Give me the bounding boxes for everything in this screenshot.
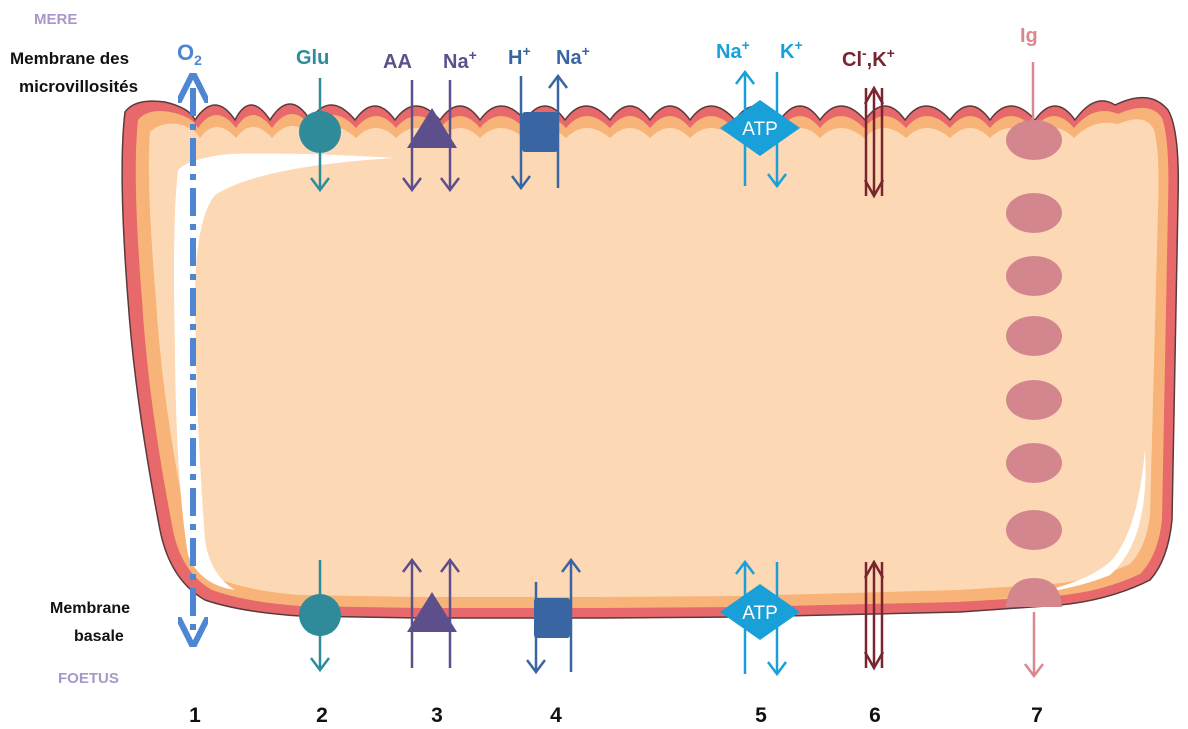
number-4: 4 <box>550 704 562 727</box>
na-label-4: Na+ <box>556 43 590 69</box>
number-6: 6 <box>869 704 881 727</box>
ig-label: Ig <box>1020 25 1038 47</box>
transport-3-aa-na: AA Na+ <box>383 47 477 668</box>
basal-membrane-label-2: basale <box>74 628 124 645</box>
ig-vesicle-exocytosis <box>1006 578 1062 607</box>
glucose-label: Glu <box>296 47 329 69</box>
atpase-bottom <box>720 584 800 640</box>
transport-7-immunoglobulin: Ig <box>1006 25 1062 679</box>
ig-vesicle <box>1006 380 1062 420</box>
h-na-exchanger-bottom <box>534 598 570 638</box>
ig-vesicle <box>1006 120 1062 160</box>
fetus-label: FOETUS <box>58 670 119 687</box>
microvilli-membrane-label-1: Membrane des <box>10 49 129 68</box>
transport-5-na-k-atpase: ATP ATP Na+ K+ <box>716 37 803 677</box>
ig-vesicle <box>1006 510 1062 550</box>
na-label-3: Na+ <box>443 47 477 73</box>
mother-label: MERE <box>34 11 77 28</box>
glucose-transporter-bottom <box>299 594 341 636</box>
number-5: 5 <box>755 704 767 727</box>
aa-symporter-top <box>407 108 457 148</box>
transport-1-oxygen: O2 <box>177 40 202 632</box>
ig-vesicle <box>1006 193 1062 233</box>
aa-label: AA <box>383 51 412 73</box>
h-label: H+ <box>508 43 531 69</box>
transport-6-cl-k-channel: Cl-,K+ <box>842 45 895 671</box>
ig-vesicle <box>1006 443 1062 483</box>
na-label-5: Na+ <box>716 37 750 63</box>
oxygen-label: O2 <box>177 40 202 68</box>
ig-vesicle <box>1006 316 1062 356</box>
atp-label-bottom: ATP <box>742 603 778 624</box>
transport-4-h-na: H+ Na+ <box>508 43 590 675</box>
cytoplasm <box>148 119 1159 597</box>
aa-symporter-bottom <box>407 592 457 632</box>
number-7: 7 <box>1031 704 1043 727</box>
transport-2-glucose: Glu <box>296 47 341 673</box>
number-3: 3 <box>431 704 443 727</box>
number-2: 2 <box>316 704 328 727</box>
atpase-top <box>720 100 800 156</box>
k-label-5: K+ <box>780 37 803 63</box>
basal-membrane-label-1: Membrane <box>50 600 130 617</box>
number-1: 1 <box>189 704 201 727</box>
atp-label-top: ATP <box>742 119 778 140</box>
cl-k-label: Cl-,K+ <box>842 45 895 71</box>
ig-vesicle <box>1006 256 1062 296</box>
microvilli-membrane-label-2: microvillosités <box>19 77 138 96</box>
transport-numbers: 1 2 3 4 5 6 7 <box>189 704 1043 727</box>
glucose-transporter-top <box>299 111 341 153</box>
h-na-exchanger-top <box>522 112 558 152</box>
